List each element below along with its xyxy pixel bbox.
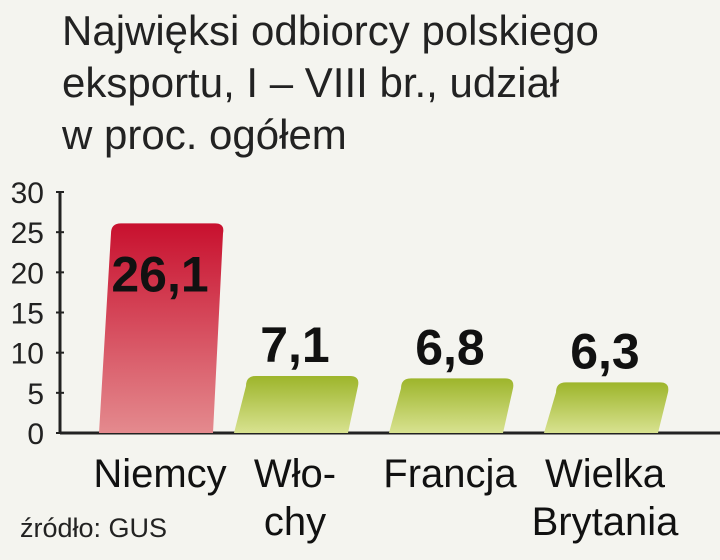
y-tick-label: 5 — [27, 378, 44, 411]
y-tick-label: 0 — [27, 418, 44, 451]
bar — [544, 382, 669, 433]
y-tick-label: 30 — [11, 177, 44, 210]
y-tick-label: 15 — [11, 298, 44, 331]
chart-title: Najwięksi odbiorcy polskiego — [62, 7, 599, 54]
x-tick-label: Francja — [383, 452, 517, 496]
x-tick-label: Wło- — [254, 452, 336, 496]
value-label: 7,1 — [260, 317, 330, 373]
x-tick-label: Brytania — [532, 500, 679, 544]
bar — [389, 378, 514, 433]
bar — [99, 223, 224, 433]
chart-title: w proc. ogółem — [61, 111, 347, 158]
y-tick-label: 10 — [11, 338, 44, 371]
value-label: 6,8 — [415, 319, 485, 375]
bar — [234, 375, 359, 433]
x-tick-label: Wielka — [545, 452, 666, 496]
source: źródło: GUS — [20, 513, 167, 543]
value-label: 26,1 — [111, 246, 208, 302]
y-tick-label: 25 — [11, 217, 44, 250]
chart-title: eksportu, I – VIII br., udział — [62, 59, 560, 106]
x-tick-label: chy — [264, 500, 326, 544]
value-label: 6,3 — [570, 323, 640, 379]
x-tick-label: Niemcy — [93, 452, 226, 496]
y-tick-label: 20 — [11, 257, 44, 290]
